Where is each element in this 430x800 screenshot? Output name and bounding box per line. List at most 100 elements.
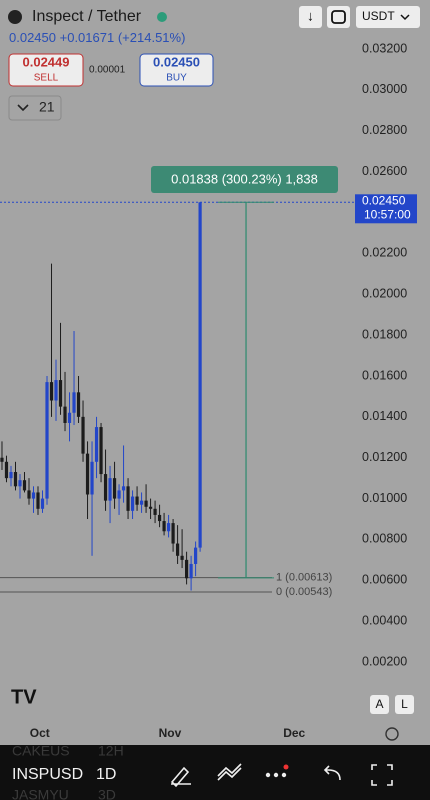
candle-body [153, 508, 157, 515]
y-tick-label: 0.00200 [362, 654, 407, 668]
candle-body [198, 202, 202, 548]
candle-body [135, 496, 139, 505]
x-tick-label: Dec [283, 726, 305, 740]
toolbar [0, 745, 430, 800]
currency-select[interactable] [356, 6, 420, 28]
candle-body [157, 514, 162, 522]
candle-body [36, 492, 40, 509]
log-button[interactable] [395, 695, 414, 714]
tv-logo: TV [11, 686, 37, 708]
candle-body [194, 547, 198, 564]
fullscreen-icon[interactable] [371, 764, 393, 786]
candle-body [144, 500, 148, 507]
coin-logo [8, 10, 22, 24]
candle-body [126, 486, 130, 511]
compare-button[interactable] [327, 6, 350, 28]
candle-body [180, 555, 184, 560]
last-price-box [355, 194, 417, 224]
candle-body [27, 490, 31, 499]
sell-button[interactable] [8, 53, 84, 87]
candle-body [85, 453, 90, 495]
auto-button[interactable] [370, 695, 389, 714]
candle-body [184, 559, 189, 579]
ghost-interval: 3D [98, 787, 116, 800]
candle-body [103, 474, 108, 501]
candle-body [9, 472, 13, 479]
price: 0.02450 [9, 30, 56, 45]
candle-body [139, 500, 144, 505]
status-dot [157, 12, 167, 22]
candle-body [0, 457, 4, 462]
ghost-interval: 12H [98, 743, 124, 759]
symbol-title: Inspect / Tether [32, 8, 142, 25]
y-tick-label: 0.02600 [362, 164, 407, 178]
y-tick-label: 0.03000 [362, 82, 407, 96]
down-icon: ↓ [307, 8, 314, 24]
interval-button[interactable]: 1D [96, 766, 116, 783]
ghost-symbol: JASMYU [12, 787, 69, 800]
y-tick-label: 0.01800 [362, 327, 407, 341]
candle-body [63, 406, 67, 423]
candle-body [121, 486, 126, 491]
candle-body [54, 380, 58, 401]
indicators-count: 21 [39, 99, 55, 115]
change-pct: (+214.51%) [118, 30, 186, 45]
candle-body [45, 382, 49, 499]
draw-icon[interactable] [170, 766, 191, 788]
level-label: 0 (0.00543) [276, 586, 332, 598]
settings-icon[interactable] [385, 727, 399, 741]
candle-body [94, 427, 99, 462]
candle-body [148, 506, 153, 509]
candle-body [58, 380, 63, 407]
y-tick-label: 0.03200 [362, 41, 407, 55]
candle-body [31, 492, 36, 499]
indicators-caret [17, 104, 29, 112]
candle-body [90, 461, 94, 495]
symbol-button[interactable]: INSPUSD [12, 766, 83, 783]
down-button[interactable] [299, 6, 322, 28]
measure-box [151, 166, 338, 193]
candle-body [13, 472, 18, 487]
y-tick-label: 0.00600 [362, 573, 407, 587]
candle-body [162, 521, 166, 532]
candle-body [112, 478, 117, 499]
candle-body [99, 427, 103, 475]
candle-body [40, 498, 45, 509]
change: +0.01671 [60, 30, 115, 45]
candle-body [76, 392, 81, 417]
y-tick-label: 0.01600 [362, 368, 407, 382]
x-tick-label: Oct [30, 726, 50, 740]
indicator-icon[interactable] [217, 763, 242, 781]
y-tick-label: 0.02800 [362, 123, 407, 137]
candle-body [81, 416, 85, 454]
log-label: L [401, 697, 408, 711]
candle-body [130, 496, 135, 511]
candle-body [22, 480, 27, 491]
compare-icon [331, 10, 346, 24]
y-tick-label: 0.01000 [362, 491, 407, 505]
plot: 0.032000.030000.028000.026000.024000.022… [0, 41, 417, 740]
candle-body [175, 543, 180, 556]
ghost-symbol: CAKEUS [12, 743, 70, 759]
last-price-time: 10:57:00 [364, 207, 411, 221]
candle-body [49, 382, 54, 401]
sell-price: 0.02449 [23, 54, 70, 69]
candle-body [67, 412, 72, 423]
auto-label: A [375, 697, 383, 711]
candle-body [72, 392, 76, 413]
candle-body [108, 478, 112, 501]
y-tick-label: 0.01200 [362, 450, 407, 464]
currency-label: USDT [362, 9, 395, 23]
buy-label: BUY [166, 73, 187, 84]
undo-icon[interactable] [323, 765, 341, 781]
more-icon[interactable] [265, 764, 289, 778]
candle-body [166, 523, 171, 532]
y-tick-label: 0.02200 [362, 246, 407, 260]
buy-button[interactable] [139, 53, 214, 87]
candle-body [4, 461, 9, 479]
candle-body [189, 563, 193, 579]
indicators-toggle[interactable] [8, 95, 62, 121]
y-tick-label: 0.01400 [362, 409, 407, 423]
